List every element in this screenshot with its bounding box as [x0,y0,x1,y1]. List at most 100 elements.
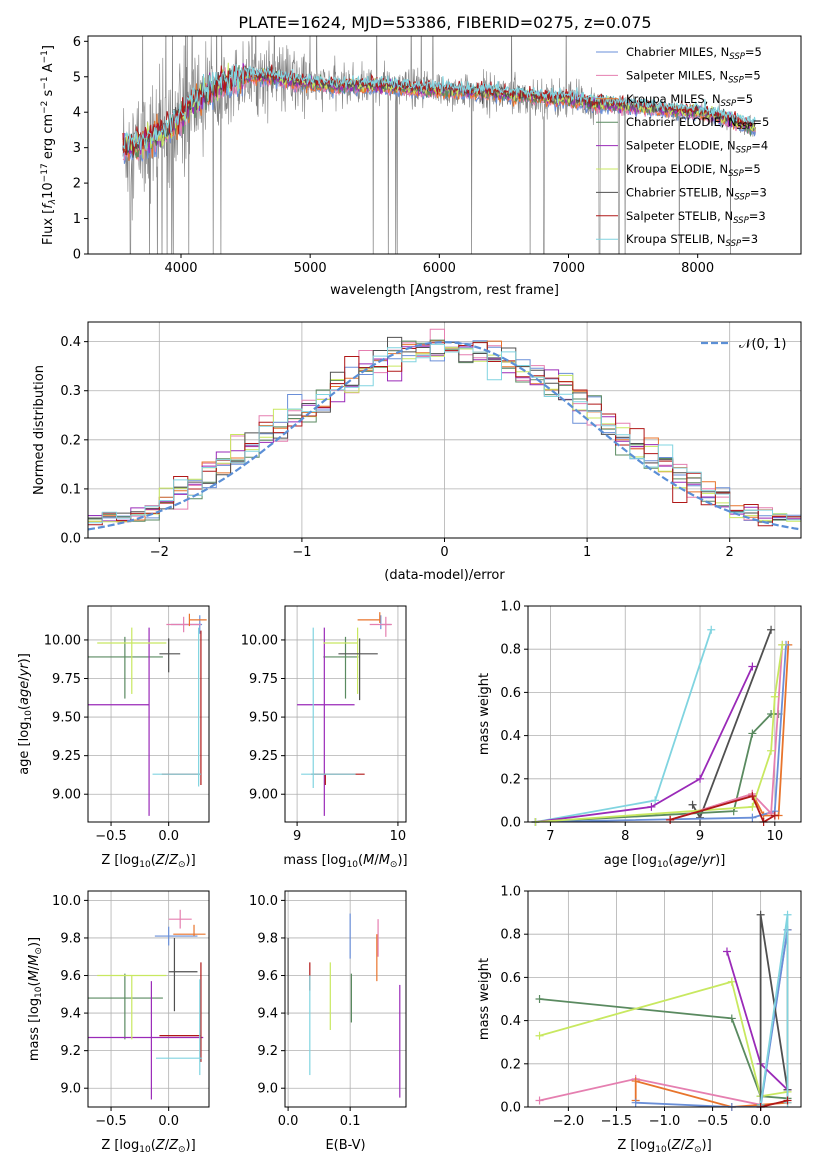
axes-frame [284,605,407,823]
y-tick-label: 0.2 [500,772,521,787]
x-tick-label: 4000 [164,261,197,276]
x-tick-label: 2 [726,545,734,560]
x-axis-label: E(B-V) [325,1138,365,1153]
y-tick-label: 0.0 [500,816,521,831]
point-chabrier_stelib [767,625,776,634]
y-tick-label: 2 [73,177,81,192]
x-tick-label: −0.5 [95,1114,127,1129]
legend-entry: Kroupa STELIB, NSSP=3 [626,232,758,249]
y-tick-label: 0.4 [500,1014,521,1029]
x-tick-label: 0 [440,545,448,560]
series-salpeter_stelib [760,1099,788,1107]
y-tick-label: 9.8 [257,931,278,946]
y-tick-label: 10.00 [241,633,278,648]
x-tick-label: 5000 [294,261,327,276]
y-tick-label: 9.0 [257,1082,278,1097]
y-axis-label: mass weight [477,958,492,1040]
residuals-panel: −2 −1 0 1 2 0.0 0.1 0.2 0.3 0.4 (data-model)/error… [32,321,802,583]
series-chabrier_elodie [535,713,779,822]
point-salpeter_elodie [696,774,705,783]
y-tick-label: 9.00 [52,788,81,803]
y-tick-label: 5 [73,70,81,85]
point-salpeter_elodie [748,662,757,671]
y-tick-label: 9.50 [52,711,81,726]
legend-entry: Salpeter ELODIE, NSSP=4 [626,139,768,156]
y-axis-label: mass [log10(M/M⊙)] [27,937,44,1061]
normal-curve [87,341,802,531]
x-tick-label: 7 [546,829,554,844]
point-chabrier_stelib [696,813,705,822]
y-tick-label: 9.75 [52,672,81,687]
y-tick-label: 4 [73,106,81,121]
model-spectrum-kroupa_elodie [122,62,756,159]
y-tick-label: 0 [73,248,81,263]
y-tick-label: 1.0 [500,600,521,615]
y-tick-label: 9.6 [257,969,278,984]
x-tick-label: 0.0 [750,1114,771,1129]
x-tick-label: 0.1 [340,1114,361,1129]
point-chabrier_miles [631,1098,640,1107]
series-salpeter_miles [539,929,789,1106]
y-tick-label: 10.00 [44,633,81,648]
axes-frame [284,890,407,1108]
series-salpeter_stelib [669,795,776,822]
axes-frame [527,605,802,823]
series-salpeter_miles [669,644,784,821]
point-chabrier_elodie [748,729,757,738]
age-vs-mass-panel: 9 10 9.00 9.25 9.50 9.75 10.00 mass [log10(M/M⊙… [241,605,408,870]
y-tick-label: 0.0 [500,1101,521,1116]
point-kroupa_elodie [770,692,779,701]
y-tick-label: 9.4 [257,1007,278,1022]
y-tick-label: 0.8 [500,643,521,658]
x-axis-label: mass [log10(M/M⊙)] [283,853,407,870]
histogram-kroupa_stelib [88,343,801,538]
x-tick-label: 10 [390,829,407,844]
legend-entry: Chabrier STELIB, NSSP=3 [626,185,767,202]
y-tick-label: 1 [73,212,81,227]
y-tick-label: 10.0 [249,894,278,909]
y-tick-label: 9.25 [249,749,278,764]
y-tick-label: 9.6 [60,969,81,984]
x-tick-label: 0.0 [278,1114,299,1129]
point-kroupa_stelib [707,625,716,634]
legend-entry: Kroupa ELODIE, NSSP=5 [626,162,761,179]
legend-entry: Salpeter STELIB, NSSP=3 [626,209,766,226]
y-tick-label: 0.6 [500,686,521,701]
y-tick-label: 9.2 [60,1044,81,1059]
point-salpeter_miles [535,1096,544,1105]
point-chabrier_stelib [756,910,765,919]
point-kroupa_elodie [535,1031,544,1040]
y-tick-label: 9.00 [249,788,278,803]
x-tick-label: 6000 [423,261,456,276]
legend-entry: Salpeter MILES, NSSP=5 [626,68,761,85]
x-axis-label: wavelength [Angstrom, rest frame] [330,283,559,298]
x-tick-label: 1 [583,545,591,560]
y-tick-label: 9.8 [60,931,81,946]
weight-vs-age-panel: 7 8 9 10 0.0 0.2 0.4 0.6 0.8 1.0 age [log10(age/yr… [477,600,802,870]
point-salpeter_elodie [647,802,656,811]
x-tick-label: 9 [696,829,704,844]
x-tick-label: 10 [767,829,784,844]
point-salpeter_stelib [783,1096,792,1105]
y-tick-label: 9.75 [249,672,278,687]
x-axis-label: age [log10(age/yr)] [604,853,726,870]
x-axis-label: Z [log10(Z/Z⊙)] [101,853,195,870]
point-salpeter_elodie [722,947,731,956]
point-kroupa_elodie [767,746,776,755]
point-chabrier_stelib [688,800,697,809]
x-tick-label: 0.0 [158,829,179,844]
y-tick-label: 9.2 [257,1044,278,1059]
y-axis-label: Flux [fλ10−17 erg cm−2 s−1 A−1] [40,45,58,245]
point-kroupa_elodie [778,640,787,649]
y-tick-label: 9.0 [60,1082,81,1097]
x-tick-label: −0.5 [95,829,127,844]
y-tick-label: 0.0 [60,532,81,547]
x-tick-label: 9 [293,829,301,844]
y-tick-label: 0.3 [60,384,81,399]
mass-vs-ebv-panel: 0.0 0.1 9.0 9.2 9.4 9.6 9.8 10.0 E(B-V) [249,890,407,1153]
series-chabrier_stelib [691,629,772,820]
y-tick-label: 0.4 [500,729,521,744]
point-salpeter_stelib [748,792,757,801]
y-tick-label: 0.6 [500,971,521,986]
series-chabrier_elodie [539,998,788,1100]
